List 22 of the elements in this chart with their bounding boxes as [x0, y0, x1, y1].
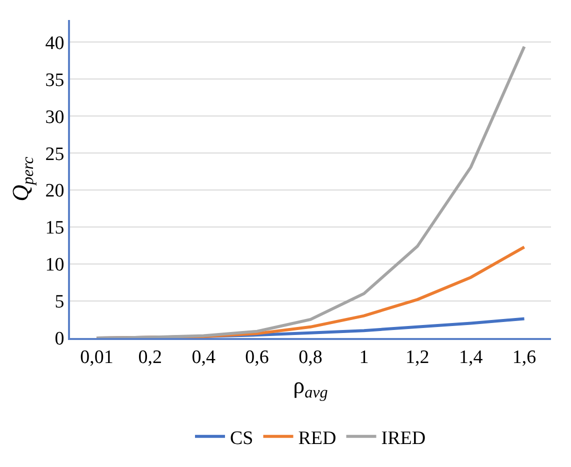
- x-tick-label: 0,8: [298, 346, 322, 368]
- legend-label: IRED: [381, 428, 426, 449]
- y-tick-label: 35: [45, 70, 64, 91]
- y-tick-label: 40: [45, 32, 64, 54]
- legend-label: RED: [298, 428, 336, 449]
- y-tick-label: 20: [45, 180, 64, 202]
- x-tick-label: 0,6: [245, 346, 269, 368]
- x-tick-label: 1: [359, 346, 369, 368]
- y-tick-label: 30: [45, 106, 64, 128]
- y-tick-label: 15: [45, 218, 64, 239]
- y-tick-label: 10: [45, 254, 64, 276]
- x-tick-label: 0,4: [192, 346, 216, 368]
- y-tick-label: 0: [54, 328, 64, 350]
- x-tick-label: 1,4: [458, 346, 484, 368]
- x-axis-title: ρ$_{avg}$: [293, 372, 328, 402]
- legend-label: CS: [230, 428, 254, 449]
- x-tick-label: 0,2: [138, 346, 162, 368]
- y-tick-label: 25: [45, 144, 64, 165]
- x-tick-label: 1,6: [512, 346, 536, 368]
- x-tick-label: 1,2: [406, 346, 430, 368]
- x-tick-label: 0,01: [80, 346, 114, 368]
- y-tick-label: 5: [54, 292, 64, 313]
